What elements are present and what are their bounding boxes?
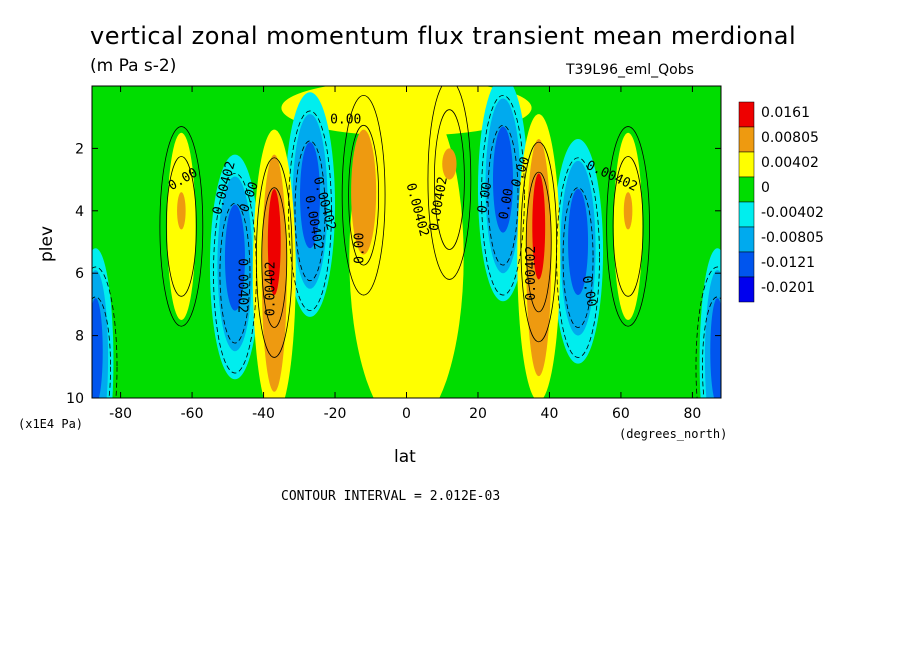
x-tick-label: 60	[612, 406, 630, 422]
legend-label: 0	[761, 180, 770, 196]
contour-line	[213, 172, 257, 374]
y-tick-label: 4	[75, 204, 84, 220]
chart-title: vertical zonal momentum flux transient m…	[90, 22, 797, 50]
contour-interval: CONTOUR INTERVAL = 2.012E-03	[281, 489, 501, 504]
legend-swatch	[738, 276, 755, 303]
field-negative-core	[568, 188, 589, 296]
y-tick-label: 2	[75, 141, 84, 157]
contour-line	[159, 126, 204, 327]
x-tick-label: -60	[181, 406, 204, 422]
legend-label: 0.0161	[761, 105, 810, 121]
field-jet-core	[532, 173, 546, 280]
contour-label: 0.00402	[235, 258, 250, 313]
contour-line	[92, 296, 111, 398]
x-tick-label: 0	[402, 406, 411, 422]
legend-swatch	[738, 176, 755, 203]
contour-line	[433, 109, 465, 250]
contour-line	[695, 266, 721, 398]
x-tick-label: 20	[469, 406, 487, 422]
y-tick-label: 10	[66, 391, 84, 407]
field-negative-core	[92, 298, 103, 398]
legend-swatch	[738, 126, 755, 153]
chart-units: (m Pa s-2)	[90, 56, 177, 76]
field-positive-small-core	[177, 192, 186, 230]
contour-line	[219, 202, 251, 344]
contour-line	[255, 157, 293, 358]
legend-label: -0.00402	[761, 205, 824, 221]
legend-label: -0.0201	[761, 280, 815, 296]
color-legend: 0.0161 0.00805 0.00402 0 -0.00402 -0.00805 -0.…	[738, 101, 824, 303]
contour-line	[702, 296, 721, 398]
y-axis-title: plev	[37, 226, 57, 262]
legend-label: -0.00805	[761, 230, 824, 246]
x-tick-label: -40	[252, 406, 275, 422]
legend-swatch	[738, 201, 755, 228]
y-units-label: (x1E4 Pa)	[18, 417, 83, 431]
legend-label: 0.00402	[761, 155, 819, 171]
contour-label: 0.00	[579, 275, 599, 308]
legend-swatch	[738, 151, 755, 178]
field-negative-core	[224, 204, 245, 311]
legend-swatch	[738, 101, 755, 128]
contour-line	[556, 157, 600, 358]
contour-label: 0.00	[475, 181, 495, 214]
field-jet-core	[267, 188, 281, 296]
contour-label: 0.00	[330, 112, 361, 127]
x-tick-label: -80	[109, 406, 132, 422]
x-axis-title: lat	[394, 447, 416, 467]
contour-label: 0.00402	[263, 261, 278, 316]
y-tick-label: 8	[75, 329, 84, 345]
contour-line	[612, 156, 644, 297]
contour-fills	[92, 86, 721, 398]
contour-line	[562, 187, 594, 328]
field-negative-core	[710, 298, 721, 398]
field-negative-core	[299, 142, 321, 249]
contour-line	[92, 266, 118, 398]
contour-line	[348, 124, 380, 266]
legend-label: -0.0121	[761, 255, 815, 271]
contour-line	[487, 124, 519, 266]
contour-label: 0.00	[353, 233, 368, 264]
contour-line	[294, 140, 326, 282]
contour-line	[288, 110, 332, 312]
contour-line	[341, 94, 386, 296]
contour-label: 0.00402	[524, 246, 539, 301]
x-tick-label: -20	[324, 406, 347, 422]
contour-line	[261, 187, 288, 328]
field-upper-positive	[281, 86, 532, 136]
x-units-label: (degrees_north)	[619, 427, 727, 441]
contour-line	[525, 171, 552, 313]
x-tick-label: 80	[683, 406, 701, 422]
field-positive-small	[442, 148, 457, 180]
field-positive-core	[351, 129, 377, 255]
legend-swatch	[738, 251, 755, 278]
field-positive-small-core	[623, 192, 633, 230]
legend-swatch	[738, 226, 755, 253]
legend-label: 0.00805	[761, 130, 819, 146]
contour-line	[427, 86, 472, 280]
contour-lines	[92, 86, 721, 398]
x-tick-label: 40	[541, 406, 559, 422]
contour-line	[606, 126, 650, 327]
run-label: T39L96_eml_Qobs	[566, 62, 694, 78]
contour-label: 0.00	[497, 187, 517, 220]
contour-line	[165, 156, 197, 297]
y-tick-label: 6	[75, 266, 84, 282]
axes: -80 -60 -40 -20 0 20 40 60 80 2 4 6 8 10	[66, 86, 721, 422]
field-negative-core	[492, 126, 514, 233]
contour-line	[481, 94, 525, 296]
